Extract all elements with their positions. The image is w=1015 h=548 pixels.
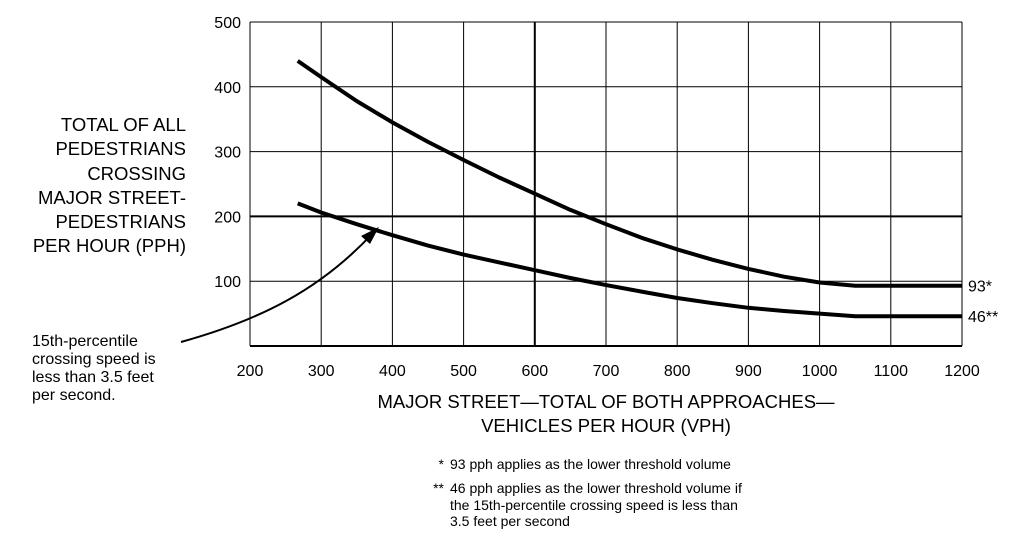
y-tick-label: 200 bbox=[214, 209, 241, 226]
footnote-text: 46 pph applies as the lower threshold vo… bbox=[450, 480, 742, 529]
y-tick-label: 100 bbox=[214, 274, 241, 291]
series-line-2 bbox=[296, 201, 962, 319]
curves bbox=[296, 59, 962, 319]
y-axis-label: TOTAL OF ALL PEDESTRIANS CROSSING MAJOR … bbox=[32, 114, 186, 257]
footnote-mark: ** bbox=[433, 480, 444, 496]
x-tick-label: 300 bbox=[308, 363, 335, 380]
series-line-1 bbox=[296, 59, 962, 288]
annotation-arrow-line bbox=[180, 232, 374, 343]
y-tick-label: 300 bbox=[214, 145, 241, 162]
end-labels: 93* 46** bbox=[968, 279, 998, 326]
x-tick-label: 900 bbox=[735, 363, 762, 380]
annotation-note: 15th-percentile crossing speed is less t… bbox=[32, 333, 156, 404]
x-tick-label: 600 bbox=[521, 363, 548, 380]
x-tick-label: 1000 bbox=[802, 363, 838, 380]
x-tick-label: 200 bbox=[237, 363, 264, 380]
y-tick-label: 400 bbox=[214, 80, 241, 97]
annotation-arrow-head bbox=[361, 227, 379, 244]
x-tick-label: 1100 bbox=[874, 363, 909, 380]
x-tick-label: 800 bbox=[664, 363, 691, 380]
grid bbox=[249, 21, 963, 347]
x-axis-label: MAJOR STREET—TOTAL OF BOTH APPROACHES— V… bbox=[377, 391, 835, 436]
footnote-mark: * bbox=[438, 456, 444, 472]
footnote-text: 93 pph applies as the lower threshold vo… bbox=[450, 456, 731, 472]
tick-labels: 200 300 400 500 600 700 800 900 1000 1100 1200 100 2… bbox=[214, 15, 980, 380]
annotation-arrow bbox=[180, 227, 379, 343]
x-tick-label: 700 bbox=[593, 363, 620, 380]
y-tick-label: 500 bbox=[214, 15, 241, 32]
series-end-label-2: 46** bbox=[968, 309, 998, 326]
x-tick-label: 400 bbox=[379, 363, 406, 380]
x-tick-label: 500 bbox=[450, 363, 477, 380]
x-tick-label: 1200 bbox=[944, 363, 980, 380]
series-end-label-1: 93* bbox=[968, 279, 992, 296]
